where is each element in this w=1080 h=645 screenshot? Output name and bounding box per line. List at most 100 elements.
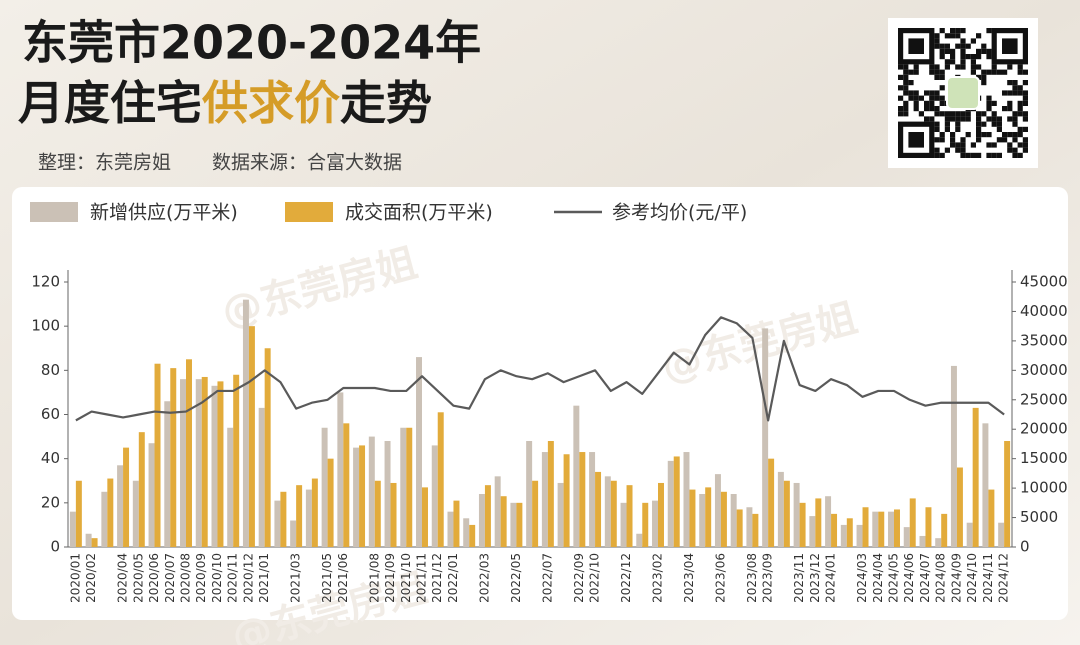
qr-cell <box>903 111 909 117</box>
credit: 整理：东莞房姐 <box>38 152 171 174</box>
qr-cell <box>976 132 982 138</box>
qr-cell <box>1002 90 1008 96</box>
qr-cell <box>944 64 950 70</box>
y2-tick-label: 10000 <box>1020 479 1068 497</box>
bar <box>368 436 375 547</box>
qr-cell <box>898 85 904 91</box>
qr-code <box>888 18 1038 168</box>
qr-cell <box>1017 142 1023 148</box>
qr-cell <box>976 121 982 127</box>
qr-cell <box>981 121 987 127</box>
qr-cell <box>898 106 904 112</box>
qr-cell <box>960 59 966 65</box>
qr-cell <box>950 137 956 143</box>
qr-cell <box>996 121 1002 127</box>
qr-cell <box>991 116 997 122</box>
bar <box>431 445 438 547</box>
qr-cell <box>913 90 919 96</box>
chart-title: 东莞市2020-2024年 <box>22 16 481 70</box>
qr-cell <box>986 28 992 34</box>
x-tick-label: 2023/12 <box>808 553 822 603</box>
qr-cell <box>970 142 976 148</box>
x-tick-label: 2020/12 <box>241 553 255 603</box>
bar <box>925 507 932 547</box>
x-tick-label: 2021/08 <box>367 553 381 603</box>
qr-cell <box>1022 69 1028 75</box>
qr-cell <box>908 80 914 86</box>
y-tick-label: 40 <box>41 449 60 467</box>
bar <box>620 502 627 547</box>
qr-cell <box>991 152 997 158</box>
bar <box>164 401 171 547</box>
qr-cell <box>991 142 997 148</box>
qr-cell <box>903 85 909 91</box>
chart-title-2: 月度住宅供求价走势 <box>18 76 432 130</box>
qr-cell <box>944 43 950 49</box>
qr-cell <box>965 54 971 60</box>
legend-swatch <box>30 202 78 222</box>
bar <box>154 363 161 547</box>
qr-cell <box>965 116 971 122</box>
qr-cell <box>1012 152 1018 158</box>
bar <box>815 498 822 547</box>
x-tick-label: 2024/08 <box>934 553 948 603</box>
x-tick-label: 2023/02 <box>651 553 665 603</box>
bar <box>626 485 633 547</box>
bar <box>825 496 832 547</box>
qr-cell <box>1002 106 1008 112</box>
qr-cell <box>960 54 966 60</box>
bar <box>658 482 664 547</box>
qr-cell <box>960 147 966 153</box>
bar <box>138 432 145 547</box>
qr-cell <box>991 100 997 106</box>
bar <box>840 524 847 547</box>
bar <box>107 478 114 547</box>
bar <box>186 359 192 547</box>
qr-cell <box>918 95 924 101</box>
bar <box>463 518 470 547</box>
qr-cell <box>908 90 914 96</box>
bar <box>903 527 910 547</box>
qr-cell <box>1022 90 1028 96</box>
bar <box>494 476 501 547</box>
bar <box>589 452 596 547</box>
qr-cell <box>898 111 904 117</box>
qr-cell <box>955 64 961 70</box>
qr-cell <box>1012 111 1018 117</box>
qr-cell <box>1007 80 1013 86</box>
bar <box>683 452 690 547</box>
bar <box>400 427 407 547</box>
y2-tick-label: 20000 <box>1020 420 1068 438</box>
bar <box>752 513 759 547</box>
qr-cell <box>1012 147 1018 153</box>
bar <box>233 374 240 547</box>
qr-cell <box>939 74 945 80</box>
qr-cell <box>981 80 987 86</box>
qr-cell <box>903 74 909 80</box>
bar <box>831 513 838 547</box>
y2-tick-label: 35000 <box>1020 331 1068 349</box>
bar <box>799 502 806 547</box>
bar <box>667 460 674 547</box>
qr-cell <box>950 116 956 122</box>
qr-cell <box>1002 69 1008 75</box>
qr-cell <box>1002 132 1008 138</box>
x-tick-label: 2021/03 <box>289 553 303 603</box>
qr-cell <box>976 116 982 122</box>
x-tick-label: 2021/06 <box>336 553 350 603</box>
x-tick-label: 2024/06 <box>902 553 916 603</box>
x-tick-label: 2020/07 <box>163 553 177 603</box>
x-tick-label: 2020/10 <box>210 553 224 603</box>
qr-cell <box>965 132 971 138</box>
qr-cell <box>965 43 971 49</box>
qr-cell <box>939 28 945 34</box>
qr-cell <box>913 100 919 106</box>
qr-cell <box>986 100 992 106</box>
x-tick-label: 2024/10 <box>965 553 979 603</box>
x-tick-label: 2022/12 <box>619 553 633 603</box>
qr-cell <box>1017 106 1023 112</box>
qr-cell <box>1002 137 1008 143</box>
bar <box>610 480 617 547</box>
qr-cell <box>934 126 940 132</box>
qr-cell <box>960 28 966 34</box>
